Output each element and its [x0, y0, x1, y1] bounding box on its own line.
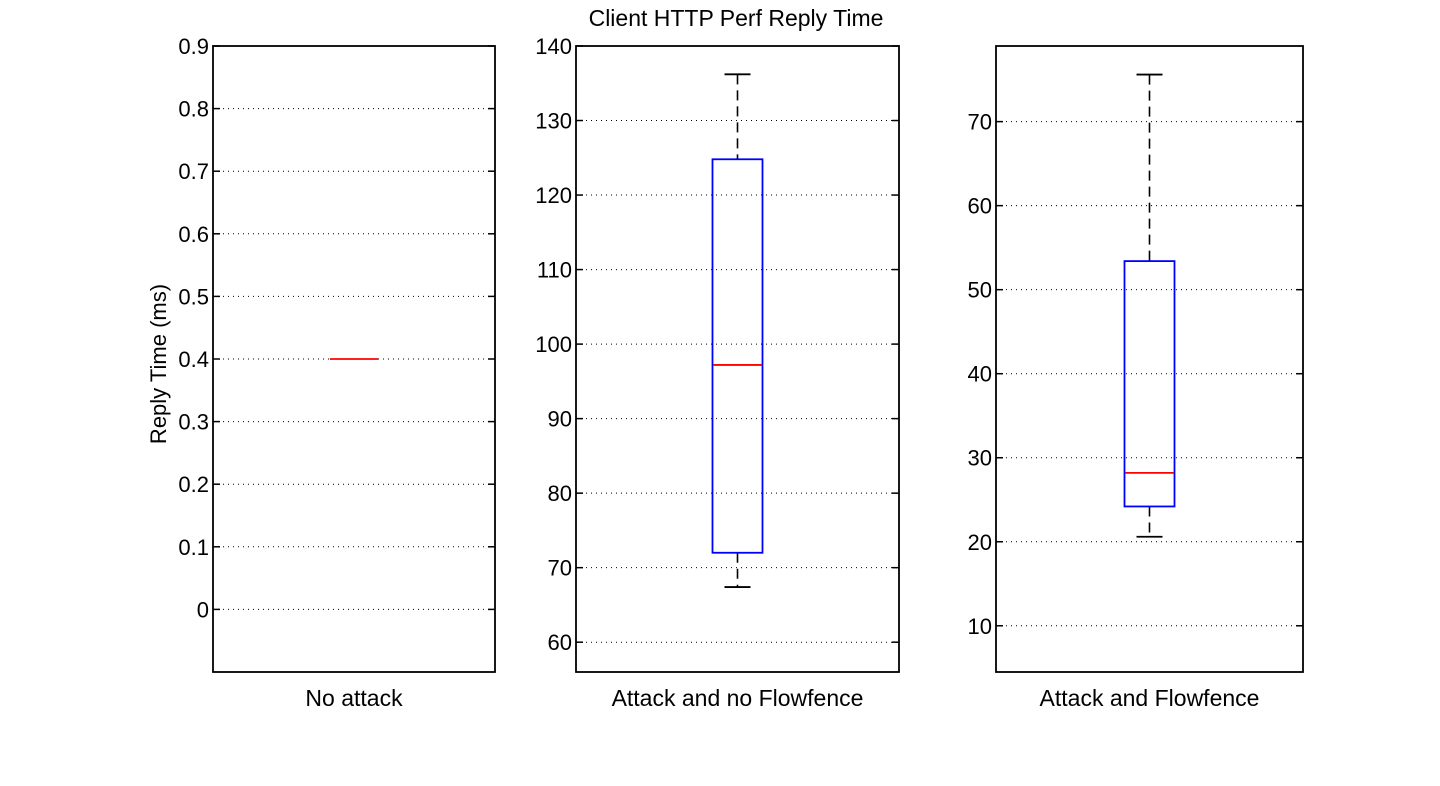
y-tick-label: 60	[548, 630, 572, 655]
y-tick-label: 110	[537, 258, 572, 283]
y-tick-label: 0.7	[178, 159, 209, 184]
panel-3: 10 20 30 40 50 60 70 Attack and Flowfence	[968, 45, 1304, 711]
iqr-box	[711, 158, 764, 554]
panel-2: 60 70 80 90 100 110 120 130 140 Attack and no Flo…	[535, 34, 900, 711]
y-tick-label: 40	[968, 362, 992, 387]
panel-1: 0 0.1 0.2 0.3 0.4 0.5 0.6 0.7 0.8 0.9 No attack	[178, 34, 496, 711]
axes-frame	[575, 45, 900, 673]
y-tick-label: 90	[548, 407, 572, 432]
y-tick-label: 0	[197, 597, 209, 622]
y-tick-label: 10	[968, 614, 992, 639]
y-tick-label: 0.1	[178, 535, 209, 560]
axes-frame	[995, 45, 1304, 673]
axes-frame	[212, 45, 496, 673]
panels-group: 0 0.1 0.2 0.3 0.4 0.5 0.6 0.7 0.8 0.9 No attack 60 7…	[178, 34, 1304, 711]
category-label: No attack	[305, 685, 403, 711]
y-tick-label: 70	[968, 110, 992, 135]
category-label: Attack and no Flowfence	[612, 685, 864, 711]
y-tick-label: 0.4	[178, 347, 209, 372]
iqr-box	[1123, 260, 1176, 508]
y-tick-label: 0.5	[178, 284, 209, 309]
y-tick-label: 70	[548, 556, 572, 581]
y-tick-label: 130	[535, 109, 572, 134]
y-tick-label: 0.9	[178, 34, 209, 59]
y-tick-label: 0.2	[178, 472, 209, 497]
y-tick-label: 0.8	[178, 97, 209, 122]
y-tick-label: 30	[968, 446, 992, 471]
y-axis-label: Reply Time (ms)	[146, 284, 171, 444]
y-tick-label: 100	[535, 332, 572, 357]
category-label: Attack and Flowfence	[1040, 685, 1260, 711]
y-tick-label: 60	[968, 194, 992, 219]
chart-title: Client HTTP Perf Reply Time	[589, 5, 884, 31]
y-tick-label: 120	[535, 183, 572, 208]
y-tick-label: 0.6	[178, 222, 209, 247]
y-tick-label: 0.3	[178, 410, 209, 435]
y-tick-label: 50	[968, 278, 992, 303]
y-tick-label: 80	[548, 481, 572, 506]
y-tick-label: 140	[535, 34, 572, 59]
y-tick-label: 20	[968, 530, 992, 555]
